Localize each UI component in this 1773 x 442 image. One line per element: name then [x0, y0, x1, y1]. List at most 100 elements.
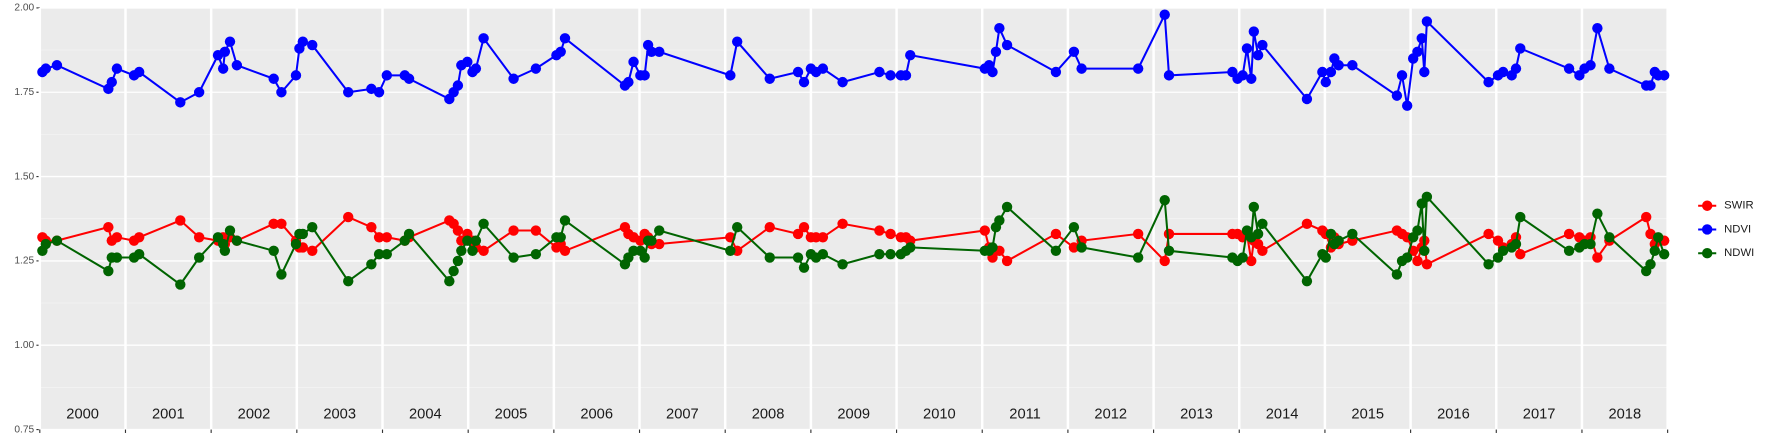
- point: [373, 87, 385, 98]
- point: [1050, 245, 1062, 256]
- point: [224, 225, 236, 236]
- point: [1237, 70, 1248, 81]
- point: [268, 245, 279, 256]
- y-tick-label: 0.75: [14, 424, 34, 435]
- legend-label: NDWI: [1724, 247, 1754, 259]
- point: [1246, 73, 1257, 84]
- point: [1241, 43, 1253, 54]
- year-label: 2011: [1009, 407, 1041, 423]
- year-label: 2007: [666, 407, 699, 423]
- point: [1497, 66, 1509, 78]
- point: [1050, 66, 1062, 78]
- point: [654, 225, 665, 236]
- point: [343, 87, 354, 98]
- point: [874, 248, 885, 260]
- point: [508, 252, 519, 263]
- year-label: 2016: [1437, 407, 1470, 423]
- point: [1317, 66, 1328, 78]
- point: [1347, 60, 1358, 71]
- point: [217, 63, 229, 74]
- point: [994, 215, 1005, 226]
- year-label: 2012: [1094, 407, 1127, 423]
- point: [452, 255, 464, 267]
- point: [1641, 211, 1652, 223]
- legend-label: SWIR: [1724, 200, 1754, 212]
- point: [51, 60, 63, 71]
- legend-dot: [1701, 200, 1713, 211]
- point: [1257, 218, 1268, 229]
- year-label: 2008: [752, 407, 785, 423]
- point: [837, 218, 848, 229]
- point: [530, 248, 542, 260]
- point: [1592, 252, 1603, 263]
- point: [1585, 60, 1596, 71]
- point: [1159, 255, 1170, 267]
- y-tick-label: 2.00: [14, 3, 34, 14]
- point: [290, 70, 302, 81]
- point: [1132, 252, 1144, 263]
- point: [1301, 93, 1313, 105]
- point: [646, 235, 657, 246]
- point: [1257, 245, 1268, 256]
- point: [1604, 63, 1615, 74]
- point: [193, 252, 205, 263]
- point: [646, 46, 657, 57]
- y-tick-label: 1.25: [14, 256, 34, 267]
- point: [1563, 63, 1575, 74]
- point: [1497, 245, 1509, 256]
- point: [51, 235, 63, 246]
- point: [290, 238, 302, 250]
- year-label: 2015: [1351, 407, 1384, 423]
- point: [381, 232, 392, 243]
- point: [381, 70, 392, 81]
- point: [1649, 245, 1660, 256]
- point: [1301, 275, 1313, 287]
- point: [373, 232, 385, 243]
- legend-label: NDVI: [1724, 223, 1751, 235]
- point: [444, 275, 455, 287]
- point: [1347, 228, 1358, 240]
- point: [1396, 70, 1408, 81]
- year-label: 2002: [238, 407, 271, 423]
- point: [725, 245, 736, 256]
- point: [1483, 259, 1494, 270]
- point: [343, 211, 354, 223]
- point: [1416, 33, 1427, 44]
- point: [175, 279, 186, 290]
- point: [470, 235, 482, 246]
- point: [1163, 70, 1175, 81]
- year-label: 2009: [837, 407, 870, 423]
- point: [1325, 228, 1337, 240]
- point: [1510, 63, 1522, 74]
- point: [1515, 43, 1526, 54]
- point: [1483, 76, 1494, 88]
- point: [111, 252, 123, 263]
- point: [1333, 60, 1344, 71]
- legend-dot: [1701, 224, 1713, 235]
- point: [219, 245, 231, 256]
- point: [623, 76, 634, 88]
- point: [1248, 201, 1260, 213]
- point: [1237, 252, 1248, 263]
- point: [276, 218, 287, 229]
- point: [373, 248, 385, 260]
- point: [1592, 208, 1603, 219]
- point: [224, 36, 236, 47]
- point: [366, 221, 377, 233]
- point: [798, 262, 810, 273]
- point: [307, 221, 318, 233]
- year-label: 2018: [1608, 407, 1641, 423]
- point: [1301, 218, 1313, 229]
- year-label: 2017: [1523, 407, 1556, 423]
- point: [559, 33, 571, 44]
- point: [40, 63, 52, 74]
- point: [470, 63, 482, 74]
- point: [1325, 66, 1337, 78]
- point: [1333, 235, 1344, 246]
- point: [1585, 238, 1596, 250]
- point: [530, 225, 542, 236]
- point: [1592, 22, 1603, 34]
- point: [628, 56, 639, 68]
- point: [559, 245, 571, 256]
- point: [1419, 66, 1430, 78]
